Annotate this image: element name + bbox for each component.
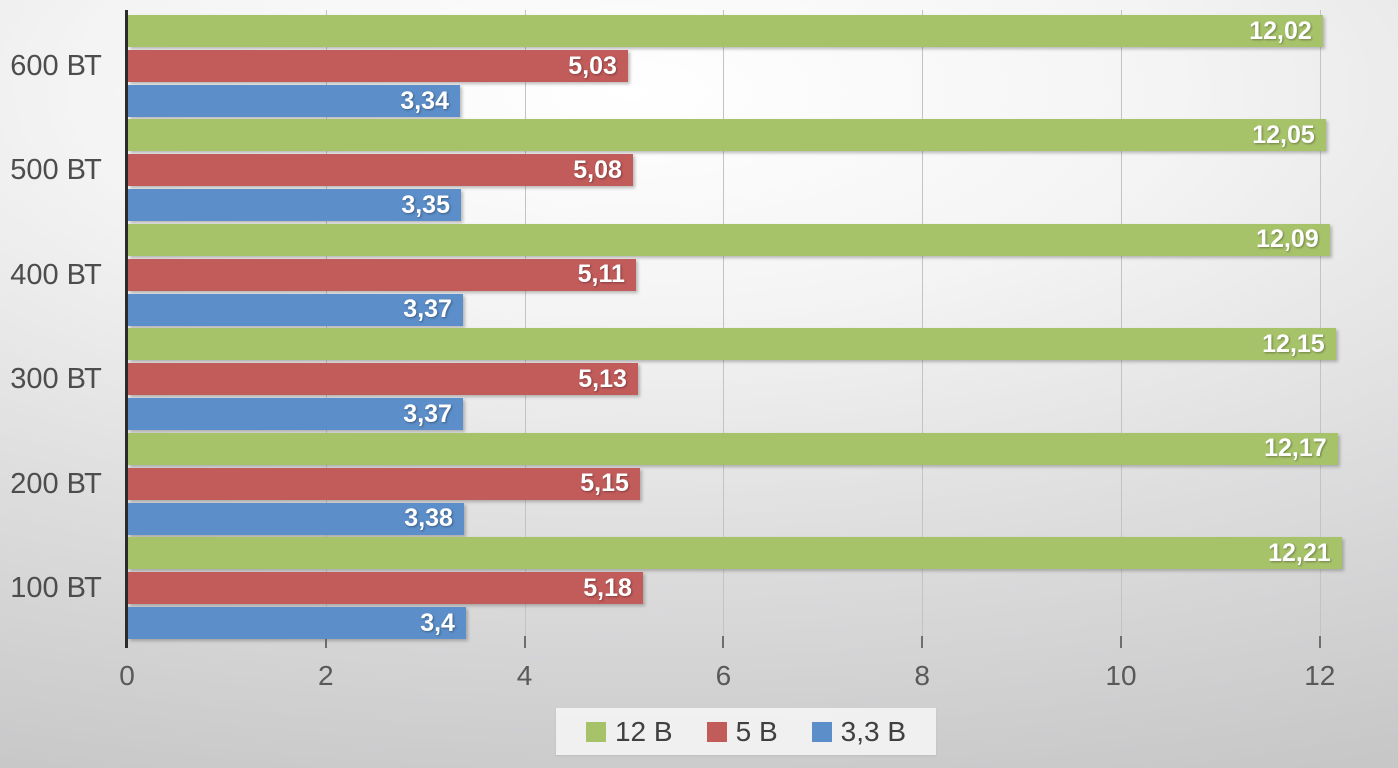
bar[interactable]: 12,05: [128, 119, 1326, 152]
bar-value-label: 12,05: [1252, 120, 1315, 149]
bar-value-label: 3,34: [400, 86, 449, 115]
bar-value-label: 5,08: [573, 155, 622, 184]
gridline: [922, 10, 924, 646]
x-tick-label: 0: [119, 660, 135, 691]
bar-value-label: 5,18: [583, 573, 632, 602]
axis-tick-mark: [722, 636, 725, 648]
bar-value-label: 5,03: [568, 51, 617, 80]
bar-value-label: 3,37: [403, 295, 452, 324]
x-tick-label: 2: [318, 660, 334, 691]
bar[interactable]: 12,15: [128, 328, 1336, 361]
bar[interactable]: 3,38: [128, 502, 464, 535]
bar[interactable]: 3,35: [128, 189, 461, 222]
category-label: 600 ВТ: [10, 50, 102, 82]
bar-value-label: 12,15: [1262, 329, 1325, 358]
bar-value-label: 3,37: [403, 399, 452, 428]
bar[interactable]: 12,21: [128, 537, 1342, 569]
gridline: [325, 10, 327, 646]
gridline: [1121, 10, 1122, 646]
category-label: 400 ВТ: [10, 258, 102, 291]
bar-value-label: 3,4: [420, 608, 455, 637]
x-tick-label: 12: [1304, 660, 1336, 691]
gridline: [1319, 10, 1321, 646]
category-label: 300 ВТ: [10, 363, 102, 396]
bar[interactable]: 12,17: [128, 432, 1338, 465]
legend-label: 12 В: [614, 715, 673, 747]
bar[interactable]: 5,03: [128, 50, 628, 82]
bar[interactable]: 3,4: [128, 607, 466, 639]
legend-swatch-icon: [811, 721, 832, 742]
x-tick-label: 8: [914, 660, 930, 691]
x-tick-label: 4: [516, 660, 533, 691]
bar-value-label: 3,38: [404, 504, 453, 533]
gridline: [524, 10, 526, 646]
category-label: 100 ВТ: [10, 572, 102, 604]
gridline: [723, 10, 725, 646]
bar[interactable]: 12,09: [128, 223, 1330, 256]
y-axis-line: [125, 10, 128, 648]
x-tick-label: 6: [715, 660, 732, 691]
legend-swatch-icon: [585, 721, 606, 742]
axis-tick-mark: [324, 636, 327, 648]
legend-item[interactable]: 3,3 В: [811, 715, 907, 747]
bar[interactable]: 12,02: [128, 15, 1323, 47]
bar[interactable]: 5,15: [128, 467, 640, 500]
bar[interactable]: 5,13: [128, 363, 638, 396]
bar-value-label: 5,13: [578, 364, 627, 393]
bar-value-label: 12,02: [1249, 16, 1312, 45]
bar-value-label: 12,09: [1256, 225, 1319, 254]
legend-swatch-icon: [706, 721, 727, 742]
category-label: 200 ВТ: [10, 467, 102, 500]
bar-value-label: 5,11: [577, 260, 625, 289]
bar[interactable]: 5,08: [128, 154, 633, 187]
legend-item[interactable]: 5 В: [706, 715, 778, 747]
axis-tick-mark: [921, 636, 924, 648]
bar-value-label: 12,17: [1264, 434, 1327, 463]
axis-tick-mark: [523, 636, 526, 648]
axis-tick-mark: [1318, 636, 1321, 648]
bar[interactable]: 5,11: [128, 258, 636, 291]
legend[interactable]: 12 В 5 В 3,3 В: [556, 708, 936, 755]
bar[interactable]: 3,37: [128, 398, 463, 431]
bar[interactable]: 3,37: [128, 293, 463, 326]
bar-value-label: 12,21: [1268, 538, 1331, 567]
bar-value-label: 3,35: [401, 190, 450, 219]
category-label: 500 ВТ: [10, 154, 102, 187]
legend-item[interactable]: 12 В: [585, 715, 673, 747]
bar[interactable]: 5,18: [128, 572, 643, 604]
legend-label: 3,3 В: [840, 715, 907, 747]
bar[interactable]: 3,34: [128, 85, 460, 117]
legend-label: 5 В: [735, 715, 778, 747]
bar-value-label: 5,15: [580, 469, 629, 498]
axis-tick-mark: [1120, 636, 1122, 648]
x-tick-label: 10: [1105, 660, 1137, 691]
